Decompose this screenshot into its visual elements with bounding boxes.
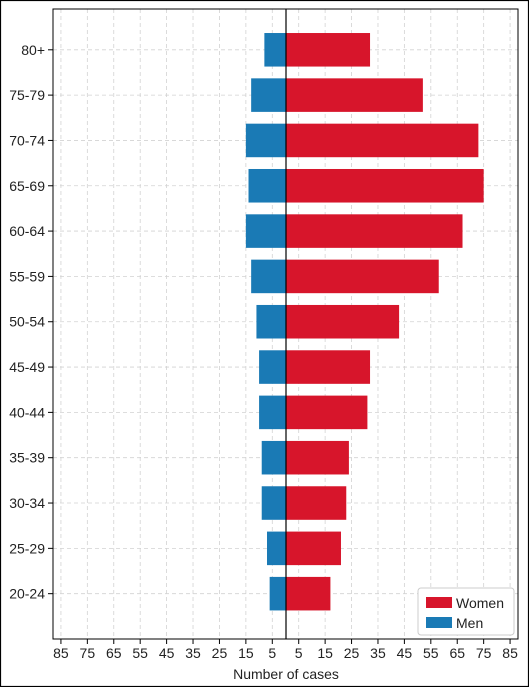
y-tick-label: 60-64 xyxy=(9,223,45,239)
x-tick-label: 15 xyxy=(238,645,254,661)
bar-women-45-49 xyxy=(285,350,371,384)
bar-men-35-39 xyxy=(261,440,286,475)
legend-swatch-women xyxy=(426,597,452,608)
x-tick-label: 45 xyxy=(397,645,413,661)
y-tick-label: 65-69 xyxy=(9,178,45,194)
x-tick-label: 65 xyxy=(106,645,122,661)
x-tick-label: 45 xyxy=(159,645,175,661)
bar-women-75-79 xyxy=(285,78,423,112)
bar-men-75-79 xyxy=(251,78,286,112)
bar-men-25-29 xyxy=(267,531,286,566)
y-tick-label: 70-74 xyxy=(9,132,45,148)
bar-men-70-74 xyxy=(245,123,286,158)
bar-women-80+ xyxy=(285,33,371,67)
bar-men-60-64 xyxy=(245,214,286,248)
x-tick-label: 5 xyxy=(268,645,276,661)
x-tick-label: 55 xyxy=(132,645,148,661)
bar-women-50-54 xyxy=(285,304,400,339)
y-tick-label: 55-59 xyxy=(9,268,45,284)
x-tick-label: 75 xyxy=(476,645,492,661)
x-tick-label: 35 xyxy=(185,645,201,661)
x-tick-label: 55 xyxy=(423,645,439,661)
bar-men-55-59 xyxy=(251,259,286,294)
bar-women-60-64 xyxy=(285,214,463,248)
x-axis-ticks: 85 75 65 55 45 35 25 15 5 5 15 25 35 45 55 65 75 85 xyxy=(53,639,518,661)
y-tick-label: 75-79 xyxy=(9,87,45,103)
bar-men-65-69 xyxy=(248,168,286,203)
y-tick-label: 80+ xyxy=(21,42,45,58)
x-tick-label: 75 xyxy=(80,645,96,661)
legend-swatch-men xyxy=(426,617,452,628)
bar-men-45-49 xyxy=(259,350,286,384)
x-tick-label: 85 xyxy=(502,645,518,661)
legend: Women Men xyxy=(417,587,515,636)
bar-men-40-44 xyxy=(259,395,286,430)
bar-men-50-54 xyxy=(256,304,286,339)
bar-women-70-74 xyxy=(285,123,479,158)
legend-label-men: Men xyxy=(456,615,483,631)
bar-men-80+ xyxy=(264,33,286,67)
y-tick-label: 35-39 xyxy=(9,450,45,466)
bar-women-30-34 xyxy=(285,486,347,520)
x-tick-label: 35 xyxy=(370,645,386,661)
x-axis-label: Number of cases xyxy=(233,666,339,682)
legend-label-women: Women xyxy=(456,595,504,611)
y-tick-label: 50-54 xyxy=(9,314,45,330)
bar-men-20-24 xyxy=(269,576,286,611)
y-tick-label: 20-24 xyxy=(9,586,45,602)
x-tick-label: 25 xyxy=(344,645,360,661)
y-tick-label: 40-44 xyxy=(9,404,45,420)
bar-women-35-39 xyxy=(285,440,349,475)
x-tick-label: 15 xyxy=(317,645,333,661)
x-tick-label: 5 xyxy=(295,645,303,661)
bar-women-65-69 xyxy=(285,168,484,203)
bar-women-40-44 xyxy=(285,395,368,430)
bar-women-25-29 xyxy=(285,531,341,566)
x-tick-label: 85 xyxy=(53,645,69,661)
bar-men-30-34 xyxy=(261,486,286,520)
x-tick-label: 65 xyxy=(449,645,465,661)
y-tick-label: 30-34 xyxy=(9,495,45,511)
y-tick-label: 25-29 xyxy=(9,540,45,556)
y-tick-label: 45-49 xyxy=(9,359,45,375)
bar-women-20-24 xyxy=(285,576,331,611)
bar-women-55-59 xyxy=(285,259,439,294)
y-axis-ticks: 20-24 25-29 30-34 35-39 40-44 45-49 50-54 55-59… xyxy=(9,42,53,602)
bars xyxy=(245,33,484,611)
x-tick-label: 25 xyxy=(212,645,228,661)
